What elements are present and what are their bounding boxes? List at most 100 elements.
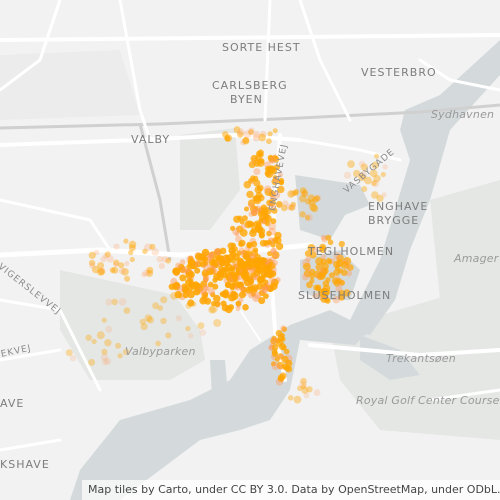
- map-point: [104, 357, 112, 365]
- map-point: [248, 291, 255, 299]
- map-point: [157, 305, 164, 311]
- map-point: [258, 194, 265, 202]
- map-point: [332, 296, 340, 304]
- map-point: [142, 269, 150, 277]
- map-point: [360, 163, 368, 171]
- map-point: [376, 194, 384, 202]
- map-point: [380, 171, 386, 178]
- map-point: [371, 179, 380, 188]
- map-point: [210, 292, 216, 298]
- map-point: [320, 234, 327, 241]
- map-point: [185, 302, 192, 309]
- map-point: [225, 282, 231, 288]
- map-point: [212, 283, 219, 290]
- map-point: [250, 154, 258, 163]
- map-point: [185, 325, 191, 332]
- label-royal-golf: Royal Golf Center Course: [356, 394, 500, 407]
- map-point: [333, 268, 341, 276]
- map-point: [99, 267, 105, 273]
- map-point: [193, 288, 201, 296]
- map-point: [319, 243, 326, 251]
- map-point: [124, 275, 131, 282]
- road-vesterbro-n: [298, 0, 352, 122]
- map-point: [247, 278, 255, 285]
- map-point: [293, 395, 302, 404]
- map-point: [203, 285, 209, 291]
- map-point: [257, 149, 264, 156]
- map-point: [299, 187, 307, 195]
- label-vesterbro: VESTERBRO: [361, 66, 437, 79]
- map-point: [228, 282, 236, 289]
- map-point: [251, 241, 258, 248]
- map-point: [269, 248, 277, 255]
- map-point: [266, 269, 275, 278]
- map-point: [251, 284, 259, 291]
- map-point: [272, 177, 280, 184]
- map-point: [278, 179, 284, 185]
- map-point: [271, 251, 280, 260]
- map-point: [381, 192, 387, 198]
- trekantsoen-lake: [360, 335, 420, 380]
- map-point: [202, 284, 210, 292]
- map-point: [264, 282, 273, 291]
- map-point: [269, 256, 276, 263]
- map-point: [236, 281, 243, 288]
- map-point: [201, 269, 210, 278]
- map-point: [270, 168, 277, 175]
- map-point: [270, 242, 276, 248]
- map-point: [213, 319, 222, 327]
- map-point: [373, 174, 381, 183]
- map-point: [200, 289, 207, 296]
- label-sorte-hest: SORTE HEST: [222, 41, 301, 54]
- road-ne: [418, 58, 500, 92]
- valbyparken-area: [60, 270, 205, 380]
- map-point: [244, 206, 249, 212]
- map-point: [160, 296, 168, 304]
- map-point: [213, 294, 221, 303]
- map-point: [264, 188, 273, 196]
- map-point: [263, 185, 272, 193]
- label-ave: AVE: [0, 397, 25, 410]
- map-attribution: Map tiles by Carto, under CC BY 3.0. Dat…: [82, 480, 500, 500]
- map-point: [273, 253, 279, 259]
- map-point: [156, 255, 164, 263]
- map-point: [272, 155, 278, 161]
- map-point: [321, 262, 329, 270]
- map-point: [209, 305, 218, 314]
- map-point: [314, 195, 321, 202]
- map-point: [318, 272, 326, 280]
- water-bodies: [70, 40, 500, 500]
- kalvebod-water: [70, 310, 370, 500]
- map-point: [313, 284, 320, 291]
- map-point: [161, 255, 169, 263]
- label-teglholmen: TEGLHOLMEN: [308, 245, 395, 258]
- map-point: [268, 201, 275, 208]
- map-point: [88, 259, 96, 267]
- map-point: [288, 204, 295, 211]
- map-point: [207, 281, 214, 288]
- map-point: [188, 271, 195, 278]
- map-point: [250, 291, 256, 297]
- map-point: [306, 281, 313, 289]
- map-point: [339, 280, 346, 286]
- map-point: [266, 239, 273, 246]
- carlsberg-park: [180, 128, 240, 230]
- map-point: [106, 255, 114, 263]
- map-point: [258, 289, 265, 297]
- map-point: [307, 244, 316, 252]
- map-point: [252, 195, 258, 201]
- map-point: [327, 239, 334, 246]
- map-point: [91, 265, 100, 274]
- map-point: [287, 395, 294, 401]
- map-point: [283, 348, 290, 355]
- label-kshave: KSHAVE: [0, 458, 50, 471]
- railways: [0, 103, 500, 261]
- map-point: [222, 289, 229, 296]
- map-point: [91, 338, 97, 345]
- map-point: [142, 248, 148, 254]
- map-point: [321, 288, 329, 297]
- map-point: [145, 269, 154, 277]
- map-point: [334, 265, 340, 271]
- map-point: [312, 246, 319, 253]
